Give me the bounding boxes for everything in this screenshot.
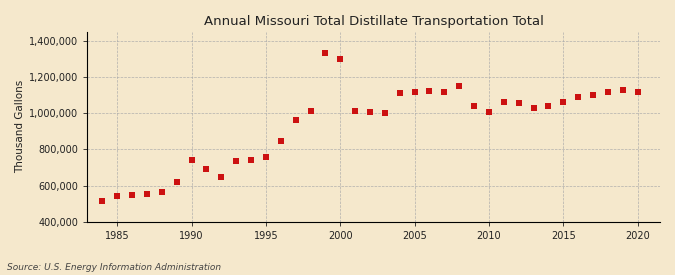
Point (112, 193, 123, 198)
Point (261, 155, 271, 159)
Point (201, 167, 212, 172)
Point (335, 57, 346, 61)
Point (454, 84, 464, 88)
Point (529, 106, 539, 110)
Point (127, 192, 138, 197)
Point (439, 89, 450, 94)
Title: Annual Missouri Total Distillate Transportation Total: Annual Missouri Total Distillate Transpo… (204, 15, 543, 28)
Point (290, 117, 301, 122)
Point (364, 110, 375, 115)
Point (468, 104, 479, 108)
Point (320, 51, 331, 55)
Point (231, 159, 242, 163)
Point (350, 109, 360, 114)
Point (142, 191, 153, 196)
Point (632, 90, 643, 95)
Point (483, 110, 494, 115)
Y-axis label: Thousand Gallons: Thousand Gallons (15, 80, 25, 174)
Point (216, 174, 227, 179)
Point (157, 190, 167, 194)
Point (379, 111, 390, 116)
Point (171, 180, 182, 184)
Point (498, 100, 509, 104)
Text: Source: U.S. Energy Information Administration: Source: U.S. Energy Information Administ… (7, 263, 221, 272)
Point (543, 104, 554, 108)
Point (186, 158, 197, 163)
Point (588, 93, 599, 97)
Point (618, 87, 628, 92)
Point (558, 100, 569, 104)
Point (603, 89, 614, 94)
Point (409, 89, 420, 94)
Point (305, 109, 316, 114)
Point (513, 101, 524, 106)
Point (573, 95, 584, 99)
Point (424, 89, 435, 93)
Point (246, 158, 256, 163)
Point (394, 91, 405, 96)
Point (275, 139, 286, 144)
Point (97, 199, 108, 203)
